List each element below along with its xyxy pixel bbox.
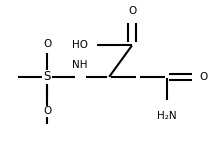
Text: H₂N: H₂N xyxy=(157,112,177,121)
Text: O: O xyxy=(43,106,51,116)
Text: HO: HO xyxy=(72,40,88,50)
Text: O: O xyxy=(199,72,208,82)
Text: O: O xyxy=(43,39,51,49)
Text: S: S xyxy=(43,70,51,83)
Text: NH: NH xyxy=(72,60,88,70)
Text: O: O xyxy=(128,6,136,16)
